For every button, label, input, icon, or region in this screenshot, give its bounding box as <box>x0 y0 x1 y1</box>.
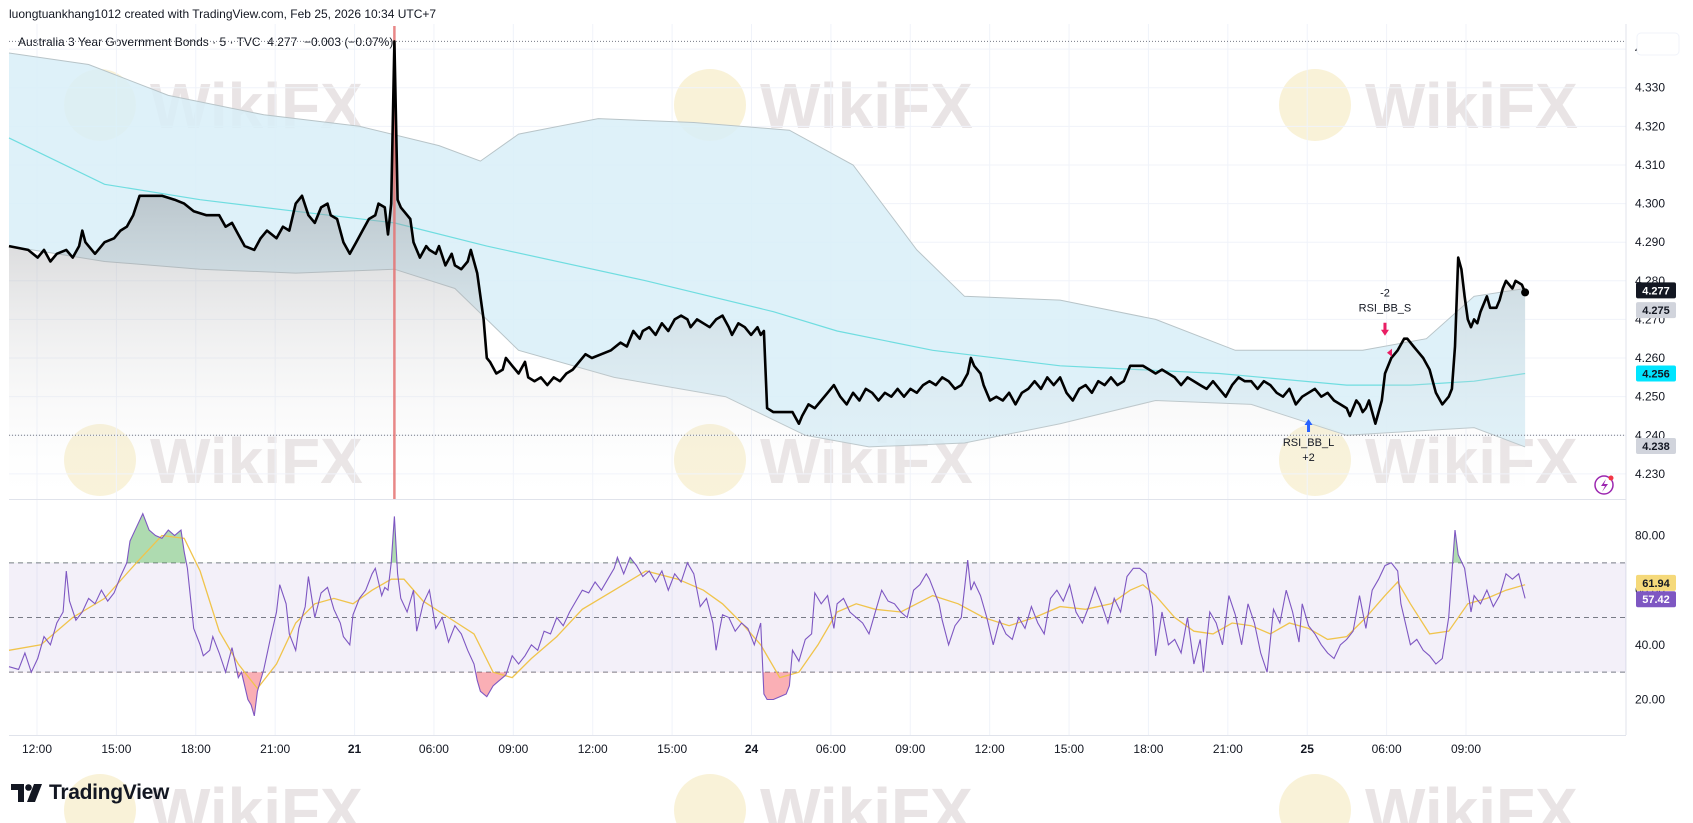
rsi-overbought-fill <box>9 513 1526 563</box>
sell-marker-icon <box>1386 348 1392 357</box>
band-fill <box>9 53 1526 447</box>
rsi-oversold-fill <box>9 672 1526 716</box>
time-axis-tick: 24 <box>745 742 759 756</box>
wikifx-watermark: WikiFX <box>150 775 363 823</box>
wikifx-logo-icon <box>674 774 746 823</box>
price-axis-tick: 4.260 <box>1635 351 1665 365</box>
signal-qty: +2 <box>1302 452 1315 464</box>
rsi-line[interactable] <box>8 512 1526 717</box>
axis-value-tag <box>1636 591 1676 608</box>
signal-label: RSI_BB_L <box>1283 437 1334 449</box>
time-axis-tick: 15:00 <box>1054 742 1084 756</box>
wikifx-logo-icon <box>1279 69 1351 141</box>
chart-settings-button[interactable] <box>1636 32 1680 56</box>
axis-value-tag <box>1636 282 1676 299</box>
time-axis-tick: 25 <box>1301 742 1315 756</box>
time-axis-tick: 09:00 <box>1451 742 1481 756</box>
time-axis-tick: 06:00 <box>816 742 846 756</box>
axis-value-tag-text: 61.94 <box>1642 578 1670 590</box>
signal-label: RSI_BB_S <box>1359 303 1412 315</box>
axis-value-tag-text: 4.238 <box>1642 441 1670 453</box>
tv-logo-icon <box>11 784 42 802</box>
signal-qty: -2 <box>1380 288 1390 300</box>
sell-arrow-icon[interactable] <box>1380 322 1389 336</box>
time-axis-tick: 12:00 <box>22 742 52 756</box>
rsi-pane[interactable] <box>8 512 1626 717</box>
axis-value-tag <box>1636 574 1676 591</box>
tradingview-logo[interactable]: TradingView <box>11 780 169 806</box>
price-axis-tick: 4.300 <box>1635 197 1665 211</box>
price-change: −0.003 (−0.07%) <box>303 35 394 49</box>
price-axis-tick: 4.250 <box>1635 390 1665 404</box>
tradingview-logo-text: TradingView <box>49 781 170 804</box>
price-series[interactable] <box>8 40 1530 426</box>
time-axis-tick: 12:00 <box>975 742 1005 756</box>
price-axis-tick: 4.330 <box>1635 81 1665 95</box>
time-axis-tick: 21:00 <box>260 742 290 756</box>
rsi-axis-tick: 40.00 <box>1635 638 1665 652</box>
wikifx-watermark: WikiFX <box>1365 70 1578 142</box>
time-axis-tick: 18:00 <box>1133 742 1163 756</box>
time-axis-tick: 18:00 <box>181 742 211 756</box>
instrument-name: Australia 3 Year Government Bonds · 5 · … <box>18 35 261 49</box>
price-area <box>9 41 1526 500</box>
price-axis-tick: 4.310 <box>1635 158 1665 172</box>
rsi-background-band <box>9 562 1626 673</box>
price-area-fill <box>9 41 1526 500</box>
axis-value-tag-text: 4.277 <box>1642 285 1670 297</box>
time-axis-tick: 12:00 <box>578 742 608 756</box>
price-axis-tick: 4.230 <box>1635 467 1665 481</box>
axis-value-tag-text: 4.275 <box>1642 305 1670 317</box>
wikifx-watermark: WikiFX <box>760 775 973 823</box>
reference-lines <box>9 40 1626 436</box>
band-basis-line <box>8 137 1526 386</box>
wikifx-watermark: WikiFX <box>760 70 973 142</box>
axis-value-tag <box>1636 302 1676 319</box>
time-axis-tick: 09:00 <box>895 742 925 756</box>
time-axis-tick: 15:00 <box>101 742 131 756</box>
axis-value-tag-text: 57.42 <box>1642 594 1670 606</box>
time-axis-tick: 21 <box>348 742 362 756</box>
axis-value-tag-text: 4.256 <box>1642 368 1670 380</box>
rsi-axis-tick: 80.00 <box>1635 529 1665 543</box>
axis-value-tags: 4.277 4.275 4.256 4.238 61.94 57.42 <box>1636 282 1676 608</box>
wikifx-logo-icon <box>1279 774 1351 823</box>
wikifx-watermark: WikiFX <box>1365 775 1578 823</box>
last-price-dot <box>1521 288 1530 297</box>
rsi-axis-tick: 20.00 <box>1635 692 1665 706</box>
upper-band-line <box>8 52 1526 351</box>
time-axis-tick: 06:00 <box>1372 742 1402 756</box>
strategy-signals[interactable]: RSI_BB_L +2 -2 RSI_BB_S <box>1283 288 1411 464</box>
axis-value-tag <box>1636 438 1676 455</box>
wikifx-logo-icon <box>64 774 136 823</box>
time-axis-tick: 15:00 <box>657 742 687 756</box>
buy-arrow-icon[interactable] <box>1304 418 1313 432</box>
time-axis-tick: 06:00 <box>419 742 449 756</box>
price-line[interactable] <box>8 40 1527 426</box>
time-axis-tick: 21:00 <box>1213 742 1243 756</box>
lightning-icon[interactable] <box>1594 475 1614 495</box>
price-axis-tick: 4.290 <box>1635 235 1665 249</box>
chart-attribution: luongtuankhang1012 created with TradingV… <box>9 7 437 21</box>
time-axis-tick: 09:00 <box>498 742 528 756</box>
axes[interactable]: 4.2304.2404.2504.2604.2704.2804.2904.300… <box>22 42 1665 756</box>
price-axis-tick: 4.320 <box>1635 119 1665 133</box>
axis-value-tag <box>1636 365 1676 382</box>
